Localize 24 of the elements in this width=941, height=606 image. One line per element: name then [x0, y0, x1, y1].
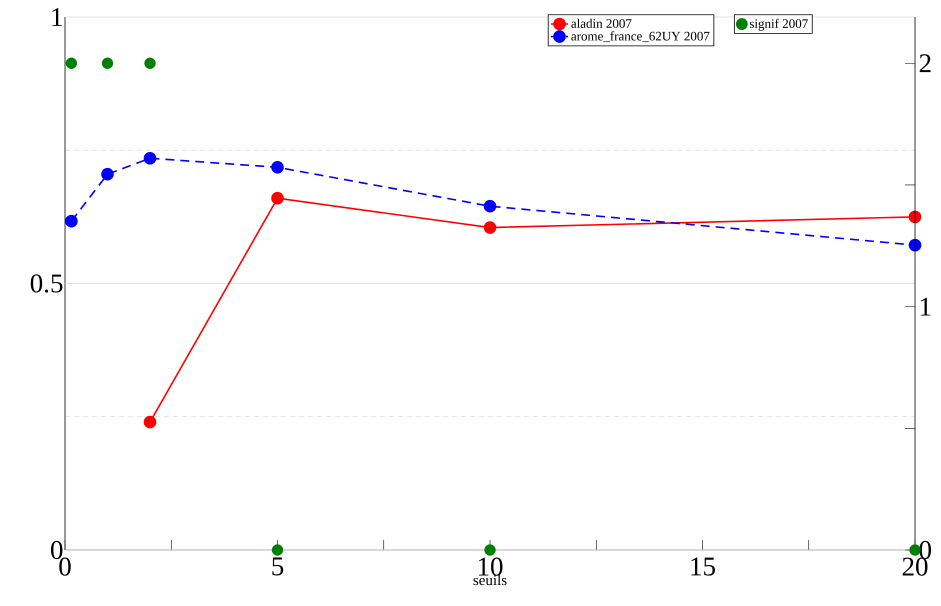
y2-tick-label: 0	[920, 540, 932, 560]
x-axis-title: seuils	[474, 574, 507, 586]
legend-label: signif 2007	[750, 18, 808, 31]
x-tick-label: 10	[478, 558, 502, 576]
point	[271, 161, 284, 174]
point	[271, 192, 284, 205]
legend-label: arome_france_62UY 2007	[571, 31, 710, 42]
point	[65, 214, 78, 228]
point	[484, 200, 496, 213]
point	[144, 152, 156, 165]
y2-tick-label: 2	[920, 54, 931, 72]
y-tick-label: 0	[51, 540, 62, 560]
point	[908, 210, 922, 224]
x-tick-label: 5	[272, 558, 284, 576]
y-tick-label: 1	[52, 8, 62, 26]
y2-tick-label: 1	[920, 298, 930, 316]
point	[144, 416, 156, 428]
point	[908, 238, 922, 252]
legend-label: aladin 2007	[571, 18, 632, 28]
point	[484, 221, 496, 234]
x-tick-label: 20	[902, 558, 928, 576]
y-tick-label: 0.5	[30, 274, 62, 293]
point	[101, 168, 114, 181]
x-tick-label: 15	[691, 558, 715, 576]
